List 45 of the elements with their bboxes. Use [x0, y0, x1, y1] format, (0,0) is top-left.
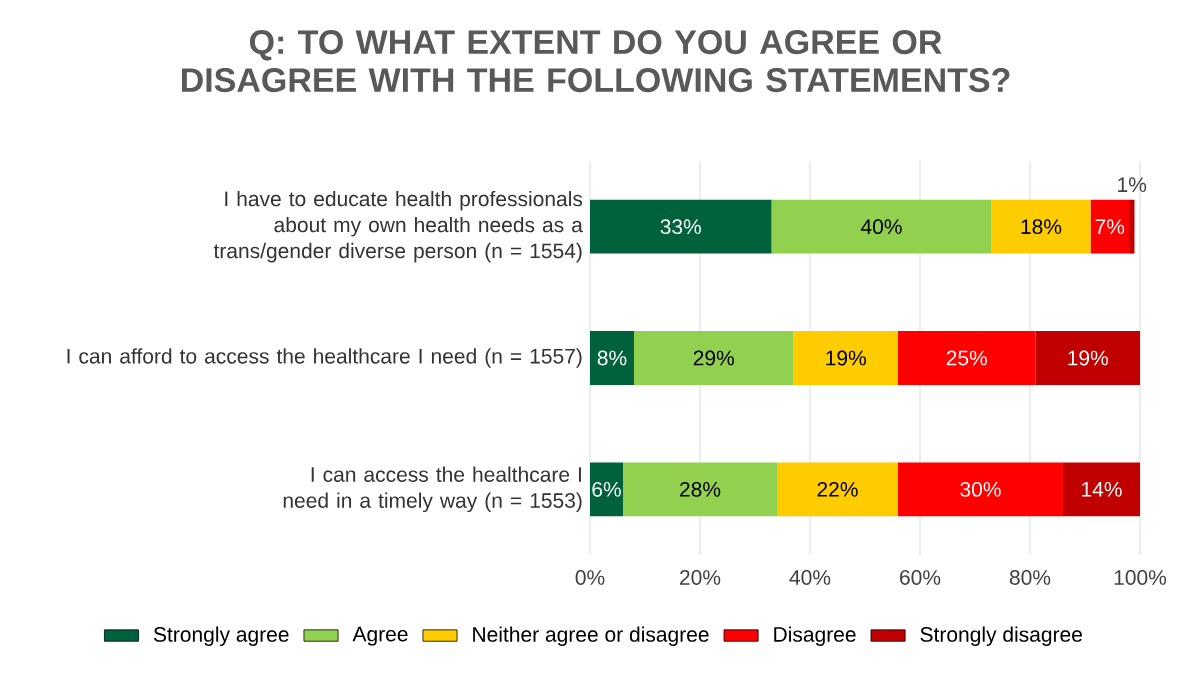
data-label: 30% — [960, 481, 1001, 497]
bar — [793, 331, 898, 385]
data-label: 18% — [1021, 219, 1062, 235]
bar — [1090, 199, 1129, 254]
x-tick-label: 40% — [789, 570, 831, 585]
legend-label: Disagree — [774, 626, 856, 646]
x-tick-label: 20% — [680, 570, 721, 585]
x-tick-label: 100% — [1114, 570, 1167, 585]
bar — [898, 331, 1036, 385]
data-label: 33% — [660, 219, 701, 235]
data-label: 19% — [826, 350, 866, 366]
bar — [1062, 462, 1140, 517]
bar — [1129, 199, 1135, 254]
bar — [1035, 331, 1140, 385]
data-label: 40% — [860, 219, 902, 235]
data-label: 7% — [1095, 219, 1125, 235]
y-tick-label: I can afford to access the healthcare I need (n = 1557) — [67, 348, 582, 368]
bar — [590, 199, 772, 254]
bar — [898, 462, 1063, 517]
x-tick-label: 60% — [900, 570, 941, 585]
bar — [590, 462, 623, 517]
data-label: 8% — [597, 350, 627, 366]
legend-label: Strongly agree — [153, 626, 289, 646]
bar — [771, 199, 992, 254]
data-label: 19% — [1068, 350, 1108, 366]
legend-label: Neither agree or disagree — [473, 626, 709, 646]
data-label: 14% — [1082, 481, 1122, 497]
y-tick-label: I have to educate health professionals about my own health needs as a trans/gender diverse person (n = 1554) — [213, 190, 583, 263]
bar — [777, 462, 898, 517]
x-tick-label: 80% — [1009, 570, 1051, 585]
chart-title: Q: TO WHAT EXTENT DO YOU AGREE OR DISAGREE WITH THE FOLLOWING STATEMENTS? — [181, 30, 1010, 93]
data-label: 1% — [1118, 177, 1147, 193]
data-label: 29% — [693, 350, 734, 366]
data-label: 28% — [680, 481, 721, 497]
bar — [623, 462, 777, 517]
bar — [991, 199, 1091, 254]
data-label: 25% — [946, 350, 987, 366]
legend-label: Agree — [352, 626, 408, 646]
bar — [590, 331, 634, 385]
y-tick-label: I can access the healthcare I need in a timely way (n = 1553) — [283, 466, 582, 513]
x-tick-label: 0% — [575, 570, 605, 585]
data-label: 6% — [592, 481, 621, 497]
bar — [634, 331, 794, 385]
legend-label: Strongly disagree — [920, 626, 1082, 646]
data-label: 22% — [817, 481, 858, 497]
